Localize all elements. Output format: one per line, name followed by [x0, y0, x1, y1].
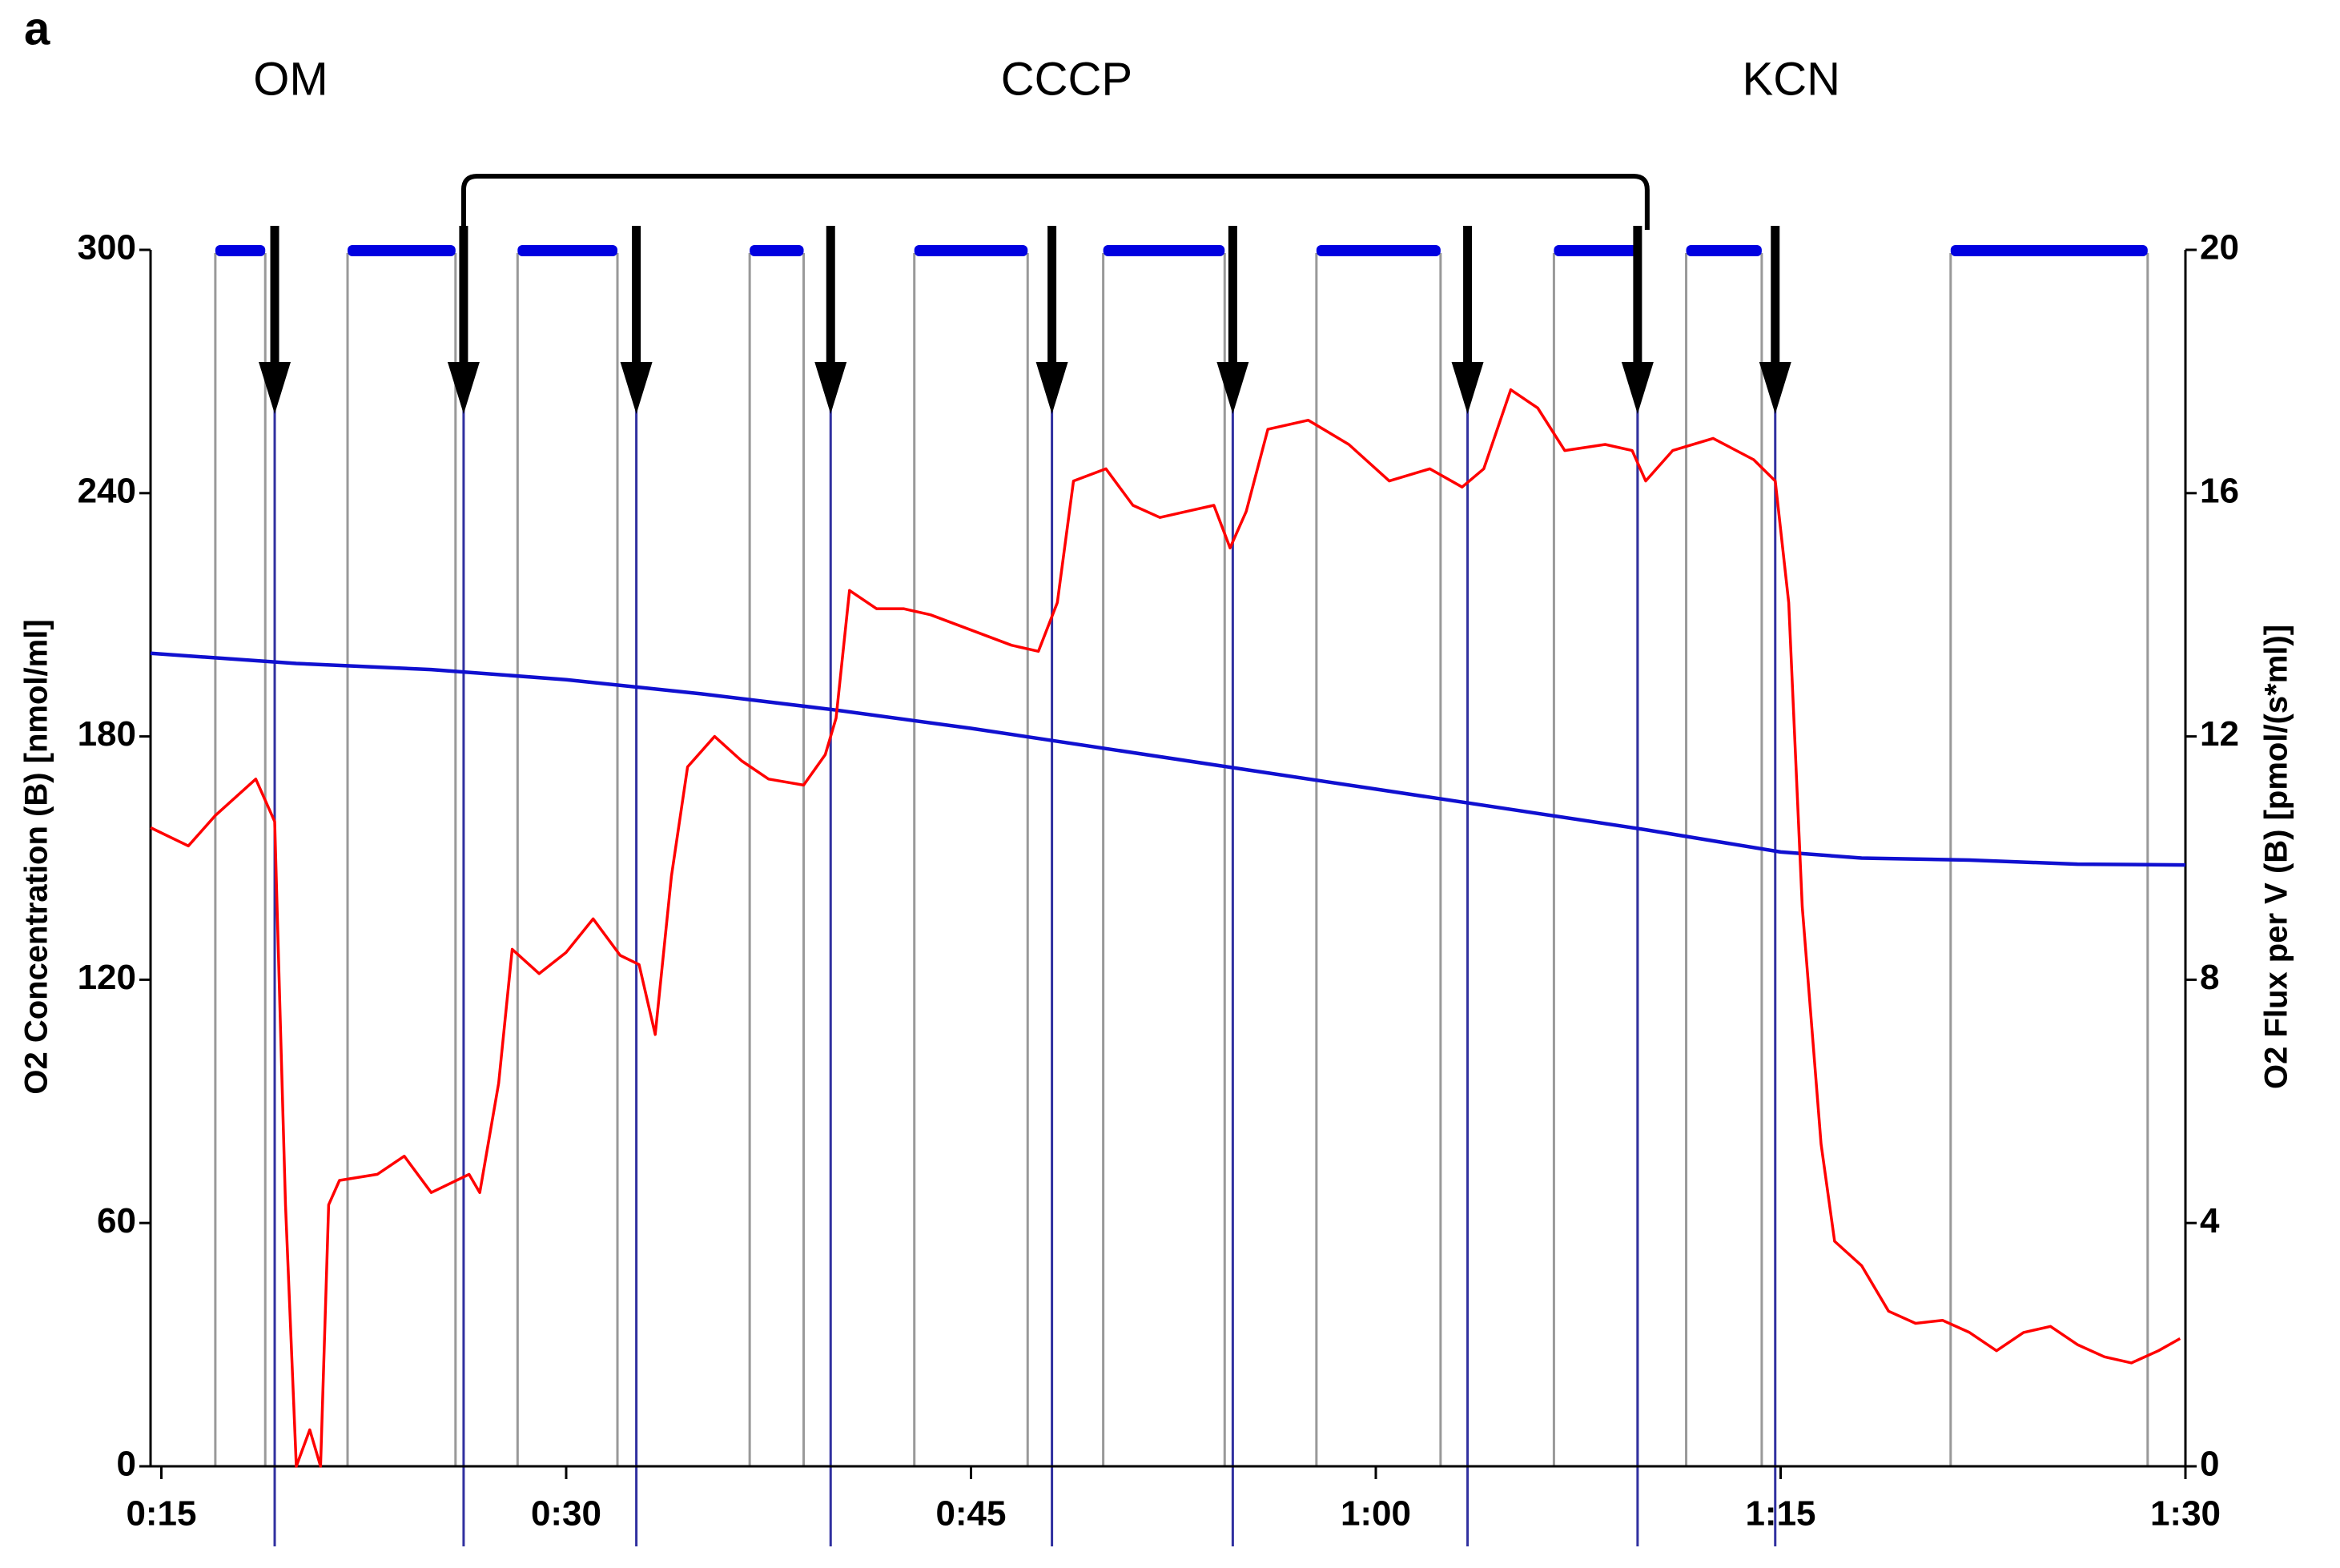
- y2-axis-label: O2 Flux per V (B) [pmol/(s*ml)]: [2259, 625, 2294, 1089]
- y2-tick-label: 16: [2200, 471, 2239, 510]
- x-tick-label: 1:00: [1341, 1494, 1411, 1534]
- mark-bar: [1103, 245, 1225, 256]
- y-tick-label: 0: [117, 1445, 136, 1484]
- mark-bar: [1950, 245, 2148, 256]
- mark-bar: [914, 245, 1028, 256]
- y-tick-label: 240: [78, 471, 136, 510]
- y-tick-label: 120: [78, 958, 136, 997]
- panel-label: a: [24, 2, 50, 54]
- y-axis-label: O2 Concentration (B) [nmol/ml]: [19, 619, 54, 1094]
- x-tick-label: 1:30: [2150, 1494, 2221, 1534]
- event-arrow-head: [1451, 362, 1484, 414]
- y-tick-label: 180: [78, 714, 136, 754]
- annotation: OM: [253, 53, 328, 105]
- x-tick-label: 0:30: [531, 1494, 601, 1534]
- y2-tick-label: 4: [2200, 1201, 2220, 1240]
- event-arrow-head: [1035, 362, 1068, 414]
- bracket: [460, 174, 1650, 230]
- x-tick-label: 0:15: [126, 1494, 196, 1534]
- series-line: [150, 651, 2186, 867]
- series-line: [150, 388, 2181, 1468]
- mark-bar: [750, 245, 804, 256]
- event-arrow-head: [259, 362, 291, 414]
- mark-bar: [517, 245, 618, 256]
- y-tick-label: 60: [97, 1201, 136, 1240]
- mark-bar: [1316, 245, 1441, 256]
- y-tick-label: 300: [78, 228, 136, 267]
- event-arrow-head: [1759, 362, 1791, 414]
- annotation: CCCP: [1001, 53, 1132, 105]
- y2-tick-label: 20: [2200, 228, 2239, 267]
- mark-bar: [348, 245, 456, 256]
- y2-tick-label: 12: [2200, 714, 2239, 754]
- event-arrow-head: [620, 362, 653, 414]
- event-arrow-head: [1216, 362, 1249, 414]
- mark-bar: [215, 245, 266, 256]
- y2-tick-label: 0: [2200, 1445, 2219, 1484]
- mark-bar: [1554, 245, 1638, 256]
- y2-tick-label: 8: [2200, 958, 2219, 997]
- event-arrow-head: [447, 362, 480, 414]
- x-tick-label: 1:15: [1745, 1494, 1815, 1534]
- event-arrow-head: [814, 362, 847, 414]
- annotation: KCN: [1743, 53, 1840, 105]
- event-arrow-head: [1621, 362, 1654, 414]
- mark-bar: [1686, 245, 1762, 256]
- x-tick-label: 0:45: [935, 1494, 1006, 1534]
